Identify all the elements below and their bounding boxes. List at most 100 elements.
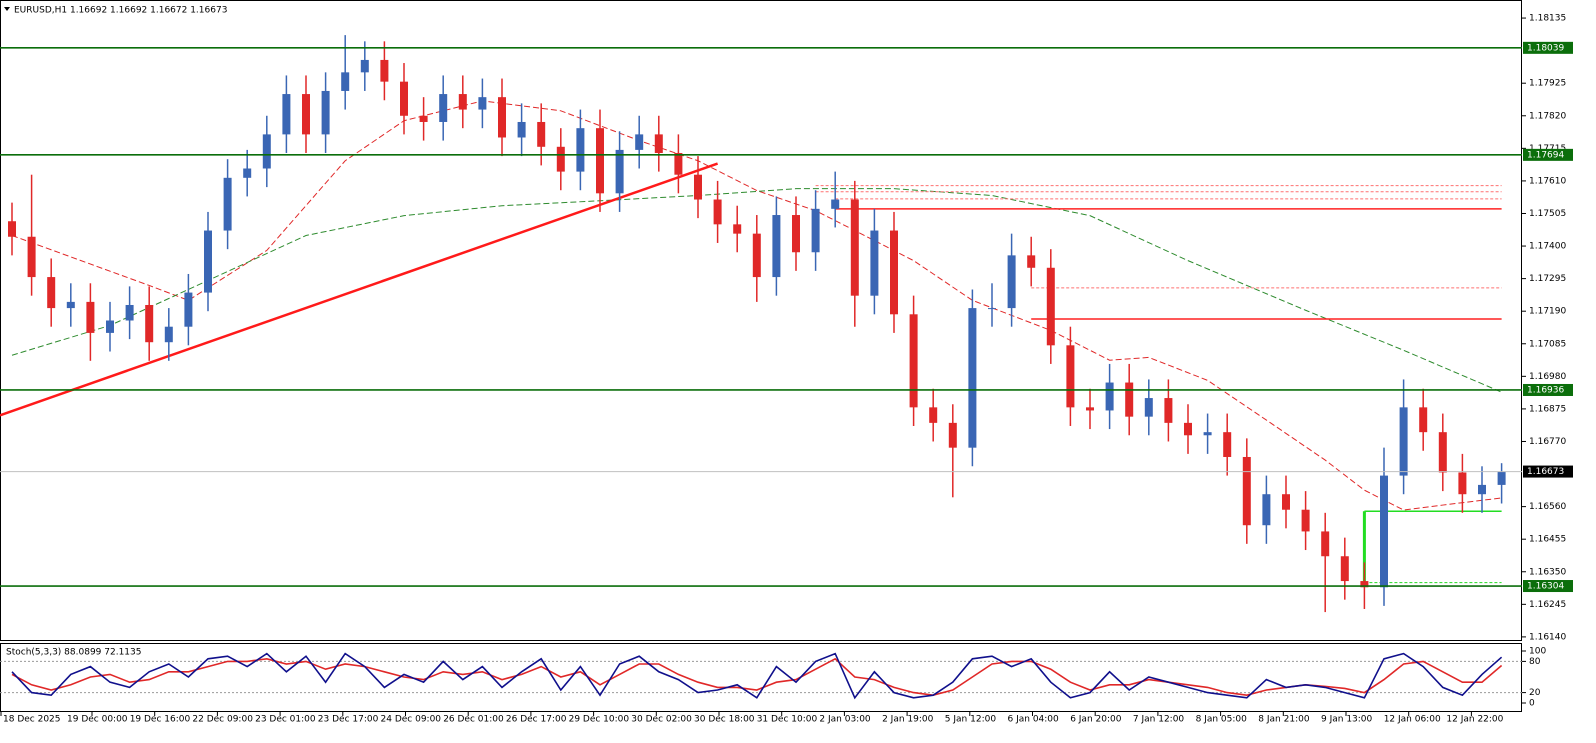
candle-body bbox=[1223, 432, 1232, 457]
level-label-box bbox=[1523, 148, 1573, 161]
menu-arrow[interactable] bbox=[4, 7, 10, 11]
x-tick-label: 5 Jan 12:00 bbox=[945, 715, 997, 725]
trendline bbox=[0, 162, 719, 417]
candle-body bbox=[635, 134, 644, 150]
y-tick-label: 1.17505 bbox=[1529, 209, 1566, 219]
x-tick-label: 22 Dec 09:00 bbox=[192, 715, 253, 725]
candle-body bbox=[968, 308, 977, 448]
x-tick-label: 26 Dec 17:00 bbox=[506, 715, 567, 725]
candle-body bbox=[1046, 267, 1055, 346]
candle-body bbox=[439, 94, 448, 122]
candle-body bbox=[341, 72, 350, 91]
x-tick-label: 6 Jan 20:00 bbox=[1070, 715, 1122, 725]
candle-body bbox=[1203, 432, 1212, 436]
x-tick-label: 12 Jan 06:00 bbox=[1384, 715, 1441, 725]
x-tick-label: 12 Jan 22:00 bbox=[1446, 715, 1503, 725]
candle-body bbox=[654, 134, 663, 153]
candle-body bbox=[1242, 456, 1251, 526]
candle-body bbox=[556, 146, 565, 172]
candle-body bbox=[1066, 345, 1075, 408]
x-tick-label: 8 Jan 05:00 bbox=[1196, 715, 1248, 725]
x-tick-label: 19 Dec 00:00 bbox=[67, 715, 128, 725]
candle-body bbox=[1301, 509, 1310, 532]
level-label-box bbox=[1523, 580, 1573, 593]
y-tick-label: 1.16560 bbox=[1529, 502, 1566, 512]
candle-body bbox=[223, 177, 232, 231]
x-tick-label: 6 Jan 04:00 bbox=[1008, 715, 1060, 725]
stoch-title: Stoch(5,3,3) 88.0899 72.1135 bbox=[6, 648, 141, 658]
x-tick-label: 18 Dec 2025 bbox=[3, 715, 61, 725]
x-tick-label: 23 Dec 17:00 bbox=[318, 715, 379, 725]
candle-body bbox=[615, 149, 624, 194]
x-tick-label: 29 Dec 10:00 bbox=[569, 715, 630, 725]
level-label: 1.16936 bbox=[1527, 385, 1564, 395]
level-label: 1.16304 bbox=[1527, 582, 1564, 592]
level-label-box bbox=[1523, 41, 1573, 54]
candle-body bbox=[243, 168, 252, 178]
x-tick-label: 31 Dec 10:00 bbox=[757, 715, 818, 725]
candle-body bbox=[1027, 255, 1036, 268]
candle-body bbox=[1262, 494, 1271, 526]
candle-body bbox=[1497, 471, 1506, 485]
candle-body bbox=[47, 277, 56, 309]
candle-body bbox=[478, 97, 487, 110]
candle-body bbox=[360, 59, 369, 73]
candle-body bbox=[380, 59, 389, 82]
candle-body bbox=[890, 230, 898, 315]
candle-body bbox=[164, 326, 173, 343]
candle-body bbox=[400, 81, 408, 116]
candle-body bbox=[850, 199, 859, 296]
candle-body bbox=[204, 230, 212, 293]
y-tick-label: 1.17400 bbox=[1529, 242, 1566, 252]
y-tick-label: 1.16875 bbox=[1529, 404, 1566, 414]
y-tick-label: 0 bbox=[1529, 699, 1535, 709]
candle-body bbox=[948, 422, 957, 448]
candle-body bbox=[8, 221, 16, 237]
candle-body bbox=[1282, 494, 1290, 510]
candle-body bbox=[419, 115, 428, 122]
candle-body bbox=[929, 407, 938, 423]
current-price-box bbox=[1523, 465, 1573, 478]
y-tick-label: 1.18135 bbox=[1529, 14, 1566, 24]
candle-body bbox=[1419, 407, 1428, 433]
candle-body bbox=[145, 304, 154, 343]
stoch-panel bbox=[0, 643, 1522, 712]
candle-body bbox=[909, 314, 918, 408]
candle-body bbox=[1125, 382, 1134, 417]
stoch-line bbox=[11, 652, 1503, 700]
candle-body bbox=[262, 134, 271, 169]
candle-body bbox=[596, 128, 604, 194]
y-tick-label: 1.17295 bbox=[1529, 274, 1566, 284]
candle-body bbox=[1360, 581, 1369, 588]
candle-body bbox=[1184, 422, 1192, 436]
x-tick-label: 26 Dec 01:00 bbox=[443, 715, 504, 725]
y-tick-label: 1.16140 bbox=[1529, 632, 1566, 642]
chart-title: EURUSD,H1 1.16692 1.16692 1.16672 1.1667… bbox=[14, 6, 227, 16]
candle-body bbox=[517, 121, 526, 138]
level-label: 1.18039 bbox=[1527, 43, 1564, 53]
y-tick-label: 20 bbox=[1529, 688, 1541, 698]
stoch-line bbox=[11, 657, 1503, 697]
x-tick-label: 8 Jan 21:00 bbox=[1258, 715, 1310, 725]
candle-body bbox=[733, 224, 742, 234]
candle-body bbox=[1380, 475, 1388, 588]
y-tick-label: 1.17820 bbox=[1529, 111, 1566, 121]
candle-body bbox=[1144, 398, 1153, 417]
y-tick-label: 1.16245 bbox=[1529, 600, 1566, 610]
candle-body bbox=[772, 215, 781, 278]
candle-body bbox=[713, 199, 722, 225]
x-tick-label: 30 Dec 18:00 bbox=[694, 715, 755, 725]
candle-body bbox=[1340, 556, 1349, 582]
x-tick-label: 2 Jan 19:00 bbox=[882, 715, 934, 725]
candle-body bbox=[576, 128, 585, 172]
y-tick-label: 1.16980 bbox=[1529, 372, 1566, 382]
candle-body bbox=[694, 174, 702, 200]
x-tick-label: 19 Dec 16:00 bbox=[130, 715, 191, 725]
x-tick-label: 30 Dec 02:00 bbox=[631, 715, 692, 725]
y-tick-label: 100 bbox=[1529, 647, 1546, 657]
y-tick-label: 1.17190 bbox=[1529, 307, 1566, 317]
candle-body bbox=[321, 90, 330, 135]
candle-body bbox=[870, 230, 879, 296]
main-panel bbox=[0, 0, 1522, 641]
